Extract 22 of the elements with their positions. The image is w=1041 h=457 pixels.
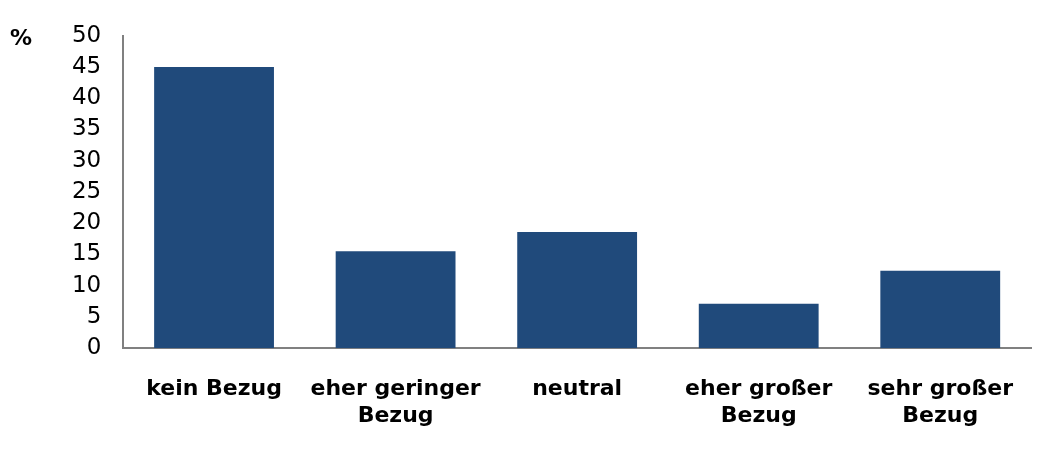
bar [698,303,819,349]
y-tick-label: 50 [71,20,102,47]
y-tick-label: 20 [71,208,102,235]
y-tick-label: 15 [71,239,102,266]
x-tick-label: eher geringer Bezug [310,375,481,427]
x-tick-label: eher großer Bezug [685,375,833,427]
x-tick-label: sehr großer Bezug [867,375,1014,427]
y-tick-label: 10 [71,270,102,297]
bar [517,231,638,349]
y-tick-label: 25 [71,176,102,203]
y-tick-label: 35 [71,114,102,141]
bar [880,270,1001,349]
y-tick-label: 30 [71,145,102,172]
y-tick-label: 45 [71,52,102,79]
bar [335,251,456,349]
bar [154,67,274,349]
y-tick-label: 0 [86,333,102,360]
x-tick-label: neutral [532,375,623,401]
y-axis-title: % [10,24,33,50]
y-tick-label: 5 [86,301,102,328]
y-tick-label: 40 [71,83,102,110]
x-tick-label: kein Bezug [146,375,282,401]
